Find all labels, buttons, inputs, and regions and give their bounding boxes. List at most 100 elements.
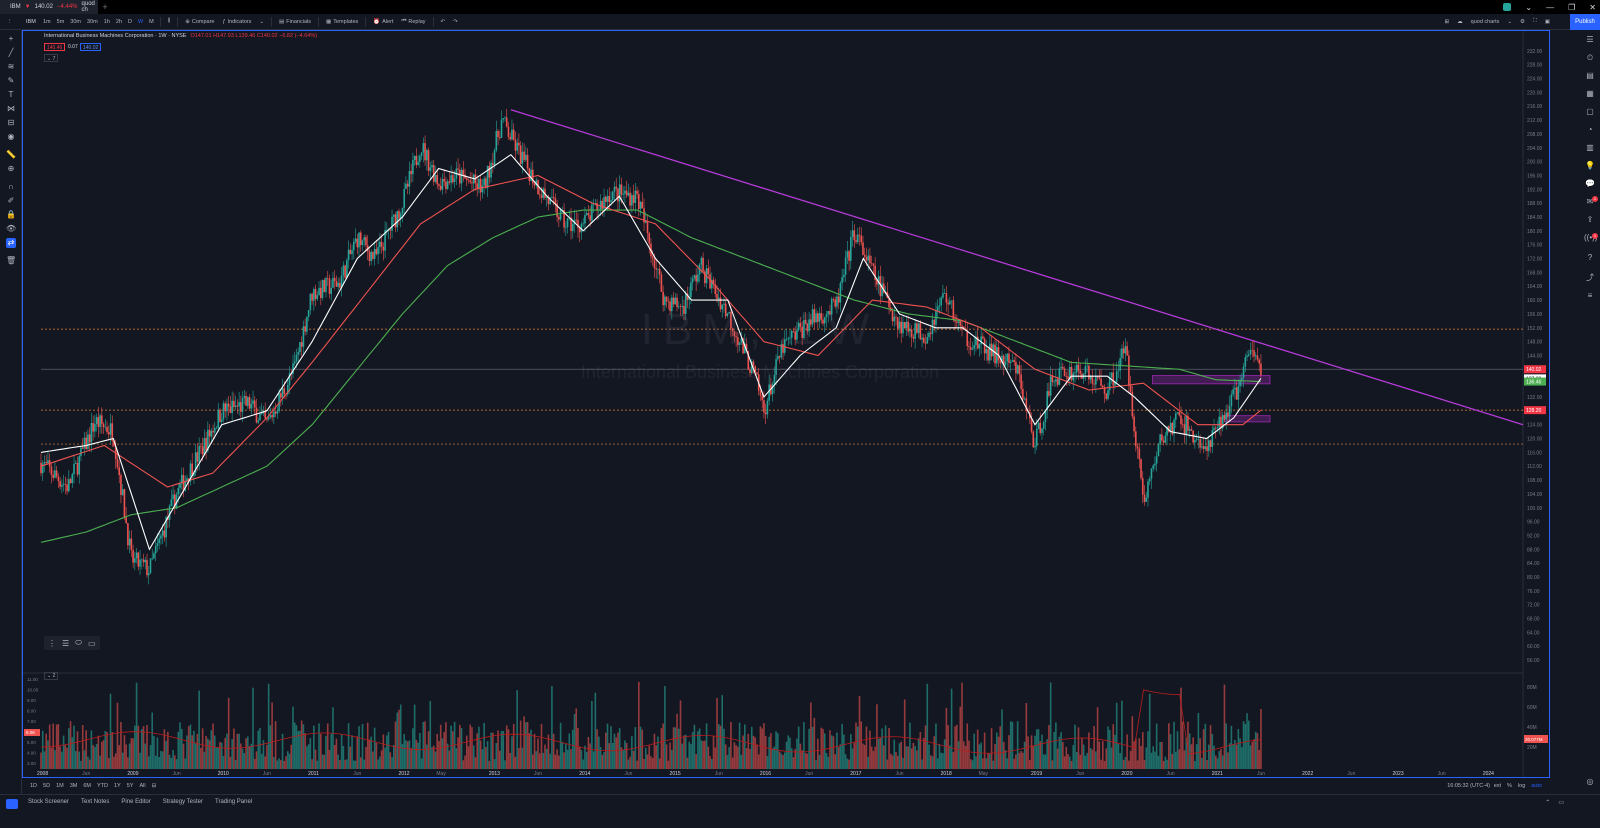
trash-icon[interactable]: 🗑 (6, 256, 17, 265)
symbol-search[interactable]: IBM (26, 18, 36, 25)
camera-icon[interactable]: ▣ (1544, 18, 1550, 25)
order-panel-icon[interactable]: ≡ (1587, 291, 1593, 300)
chevron-up-icon[interactable]: ⌃ (1545, 800, 1551, 806)
chevron-down-icon[interactable]: ⌄ (1507, 18, 1512, 25)
indicators-button[interactable]: ƒ Indicators (218, 19, 255, 25)
interval-7[interactable]: W (137, 18, 144, 25)
help-icon[interactable]: ? (1587, 253, 1593, 262)
interval-2[interactable]: 30m (70, 18, 81, 25)
scale-option-ext[interactable]: ext (1493, 783, 1502, 789)
range-ytd[interactable]: YTD (96, 783, 108, 789)
trend-chart-icon[interactable]: ⤴ (1586, 273, 1594, 282)
messages-icon[interactable]: ✉ (1586, 197, 1594, 206)
lightbulb-icon[interactable]: 💡 (1585, 161, 1595, 170)
trendline-layer[interactable] (510, 109, 1524, 426)
interval-0[interactable]: 1m (43, 18, 51, 25)
legend-collapse-toggle[interactable]: ⌄ 7 (44, 54, 59, 62)
ellipse-icon[interactable]: ⬭ (75, 638, 83, 647)
lock-icon[interactable]: 🔒 (6, 210, 16, 219)
drag-handle-icon[interactable]: ⋮ (48, 638, 56, 648)
chat-icon[interactable]: 💬 (1585, 179, 1595, 188)
pattern-icon[interactable]: ⋈ (7, 104, 15, 113)
tab-strategy-tester[interactable]: Strategy Tester (162, 799, 203, 805)
rectangle-icon[interactable]: ▭ (88, 638, 96, 648)
scale-option-log[interactable]: log (1517, 783, 1526, 789)
fullscreen-icon[interactable]: ⛶ (1532, 18, 1537, 24)
hide-icon[interactable]: 👁 (6, 224, 17, 233)
trend-line-icon[interactable]: ╱ (8, 48, 14, 57)
layout-icon[interactable] (6, 799, 18, 809)
maximize-icon[interactable]: ❐ (1568, 2, 1576, 12)
replay-button[interactable]: ⏮ Replay (397, 18, 429, 25)
calendar-icon[interactable]: ▢ (1586, 107, 1594, 116)
tab-trading-panel[interactable]: Trading Panel (215, 799, 253, 805)
price-chart[interactable]: 232.00228.00224.00220.00216.00212.00208.… (23, 31, 1549, 777)
maximize-panel-icon[interactable]: ▭ (1558, 800, 1564, 806)
layout-grid-icon[interactable]: ⊞ (1444, 18, 1450, 25)
time-axis[interactable]: 2008 Jun 2009 Jun 2010 Jun 2011 Jun 2012 May 2013 J… (37, 771, 1494, 777)
interval-4[interactable]: 1h (103, 18, 110, 25)
tab-stock-screener[interactable]: Stock Screener (28, 799, 70, 805)
stay-drawing-icon[interactable]: ✐ (7, 196, 15, 205)
streams-icon[interactable]: ⇪ (1586, 215, 1594, 224)
settings-gear-icon[interactable]: ⚙ (1520, 18, 1525, 25)
range-6m[interactable]: 6M (83, 783, 91, 789)
crosshair-icon[interactable]: + (8, 34, 14, 43)
price-axis[interactable]: 232.00228.00224.00220.00216.00212.00208.… (1524, 49, 1546, 664)
chart-type-button[interactable]: ⫼ (164, 18, 175, 25)
fib-icon[interactable]: ≋ (7, 62, 15, 71)
broadcast-icon[interactable]: ((•)) (1584, 233, 1598, 242)
templates-button[interactable]: ▦ Templates (322, 19, 362, 25)
data-window-icon[interactable]: ▤ (1586, 71, 1594, 80)
layout-name[interactable]: quod charts (1470, 18, 1500, 25)
new-tab-plus-icon[interactable]: + (102, 2, 108, 12)
scale-option-auto[interactable]: auto (1531, 783, 1542, 789)
list-icon[interactable]: ☰ (62, 638, 70, 648)
menu-icon[interactable]: ⋮ (7, 18, 13, 25)
alerts-clock-icon[interactable]: ⏲ (1586, 53, 1594, 62)
legend-title[interactable]: International Business Machines Corporat… (44, 33, 187, 39)
compare-button[interactable]: ⊕ Compare (181, 19, 218, 25)
eye-icon[interactable]: ◉ (7, 132, 15, 141)
financials-button[interactable]: ▤ Financials (275, 19, 315, 25)
undo-button[interactable]: ↶ (437, 19, 450, 25)
sync-drawings-icon[interactable]: ⇄ (6, 238, 16, 248)
watchlist-icon[interactable]: ☰ (1586, 35, 1594, 44)
tab-pine-editor[interactable]: Pine Editor (121, 799, 151, 805)
text-icon[interactable]: T (8, 90, 14, 99)
support-icon[interactable]: ◎ (1586, 777, 1594, 786)
interval-1[interactable]: 5m (56, 18, 65, 25)
clock-icon[interactable]: ◔ (1587, 125, 1593, 134)
goto-date-icon[interactable]: ⊟ (151, 783, 157, 789)
interval-5[interactable]: 2h (115, 18, 122, 25)
ruler-icon[interactable]: 📏 (6, 150, 16, 159)
alert-button[interactable]: ⏰ Alert (369, 19, 397, 25)
range-3m[interactable]: 3M (69, 783, 78, 789)
news-icon[interactable]: ▥ (1586, 143, 1594, 152)
close-icon[interactable]: ✕ (1589, 2, 1596, 12)
volume-pane-toggle[interactable]: ⌄ 2 (44, 672, 59, 680)
range-all[interactable]: All (139, 783, 146, 789)
magnet-icon[interactable]: ∩ (8, 182, 14, 191)
interval-8[interactable]: M (149, 18, 154, 25)
interval-3[interactable]: 30m (86, 18, 98, 25)
minimize-icon[interactable]: — (1546, 2, 1555, 12)
scale-option-%[interactable]: % (1507, 783, 1512, 789)
range-5d[interactable]: 5D (43, 783, 51, 789)
interval-6[interactable]: D (127, 18, 132, 25)
range-1d[interactable]: 1D (30, 783, 38, 789)
extension-icon[interactable] (1503, 3, 1512, 11)
indicator-templates-button[interactable]: ⌄ (255, 19, 268, 25)
tab-text-notes[interactable]: Text Notes (81, 799, 110, 805)
chart-tab[interactable]: IBM ▼ 140.02 −4.44% quod ch (0, 0, 98, 14)
publish-button[interactable]: Publish (1570, 14, 1600, 30)
redo-button[interactable]: ↷ (449, 19, 462, 25)
range-1m[interactable]: 1M (56, 783, 64, 789)
measure-icon[interactable]: ⊟ (7, 118, 15, 127)
brush-icon[interactable]: ✎ (7, 76, 15, 85)
chevron-down-icon[interactable]: ⌄ (1525, 2, 1533, 12)
zoom-icon[interactable]: ⊕ (7, 164, 15, 173)
hotlists-icon[interactable]: ▦ (1586, 89, 1594, 98)
range-5y[interactable]: 5Y (126, 783, 134, 789)
range-1y[interactable]: 1Y (113, 783, 121, 789)
